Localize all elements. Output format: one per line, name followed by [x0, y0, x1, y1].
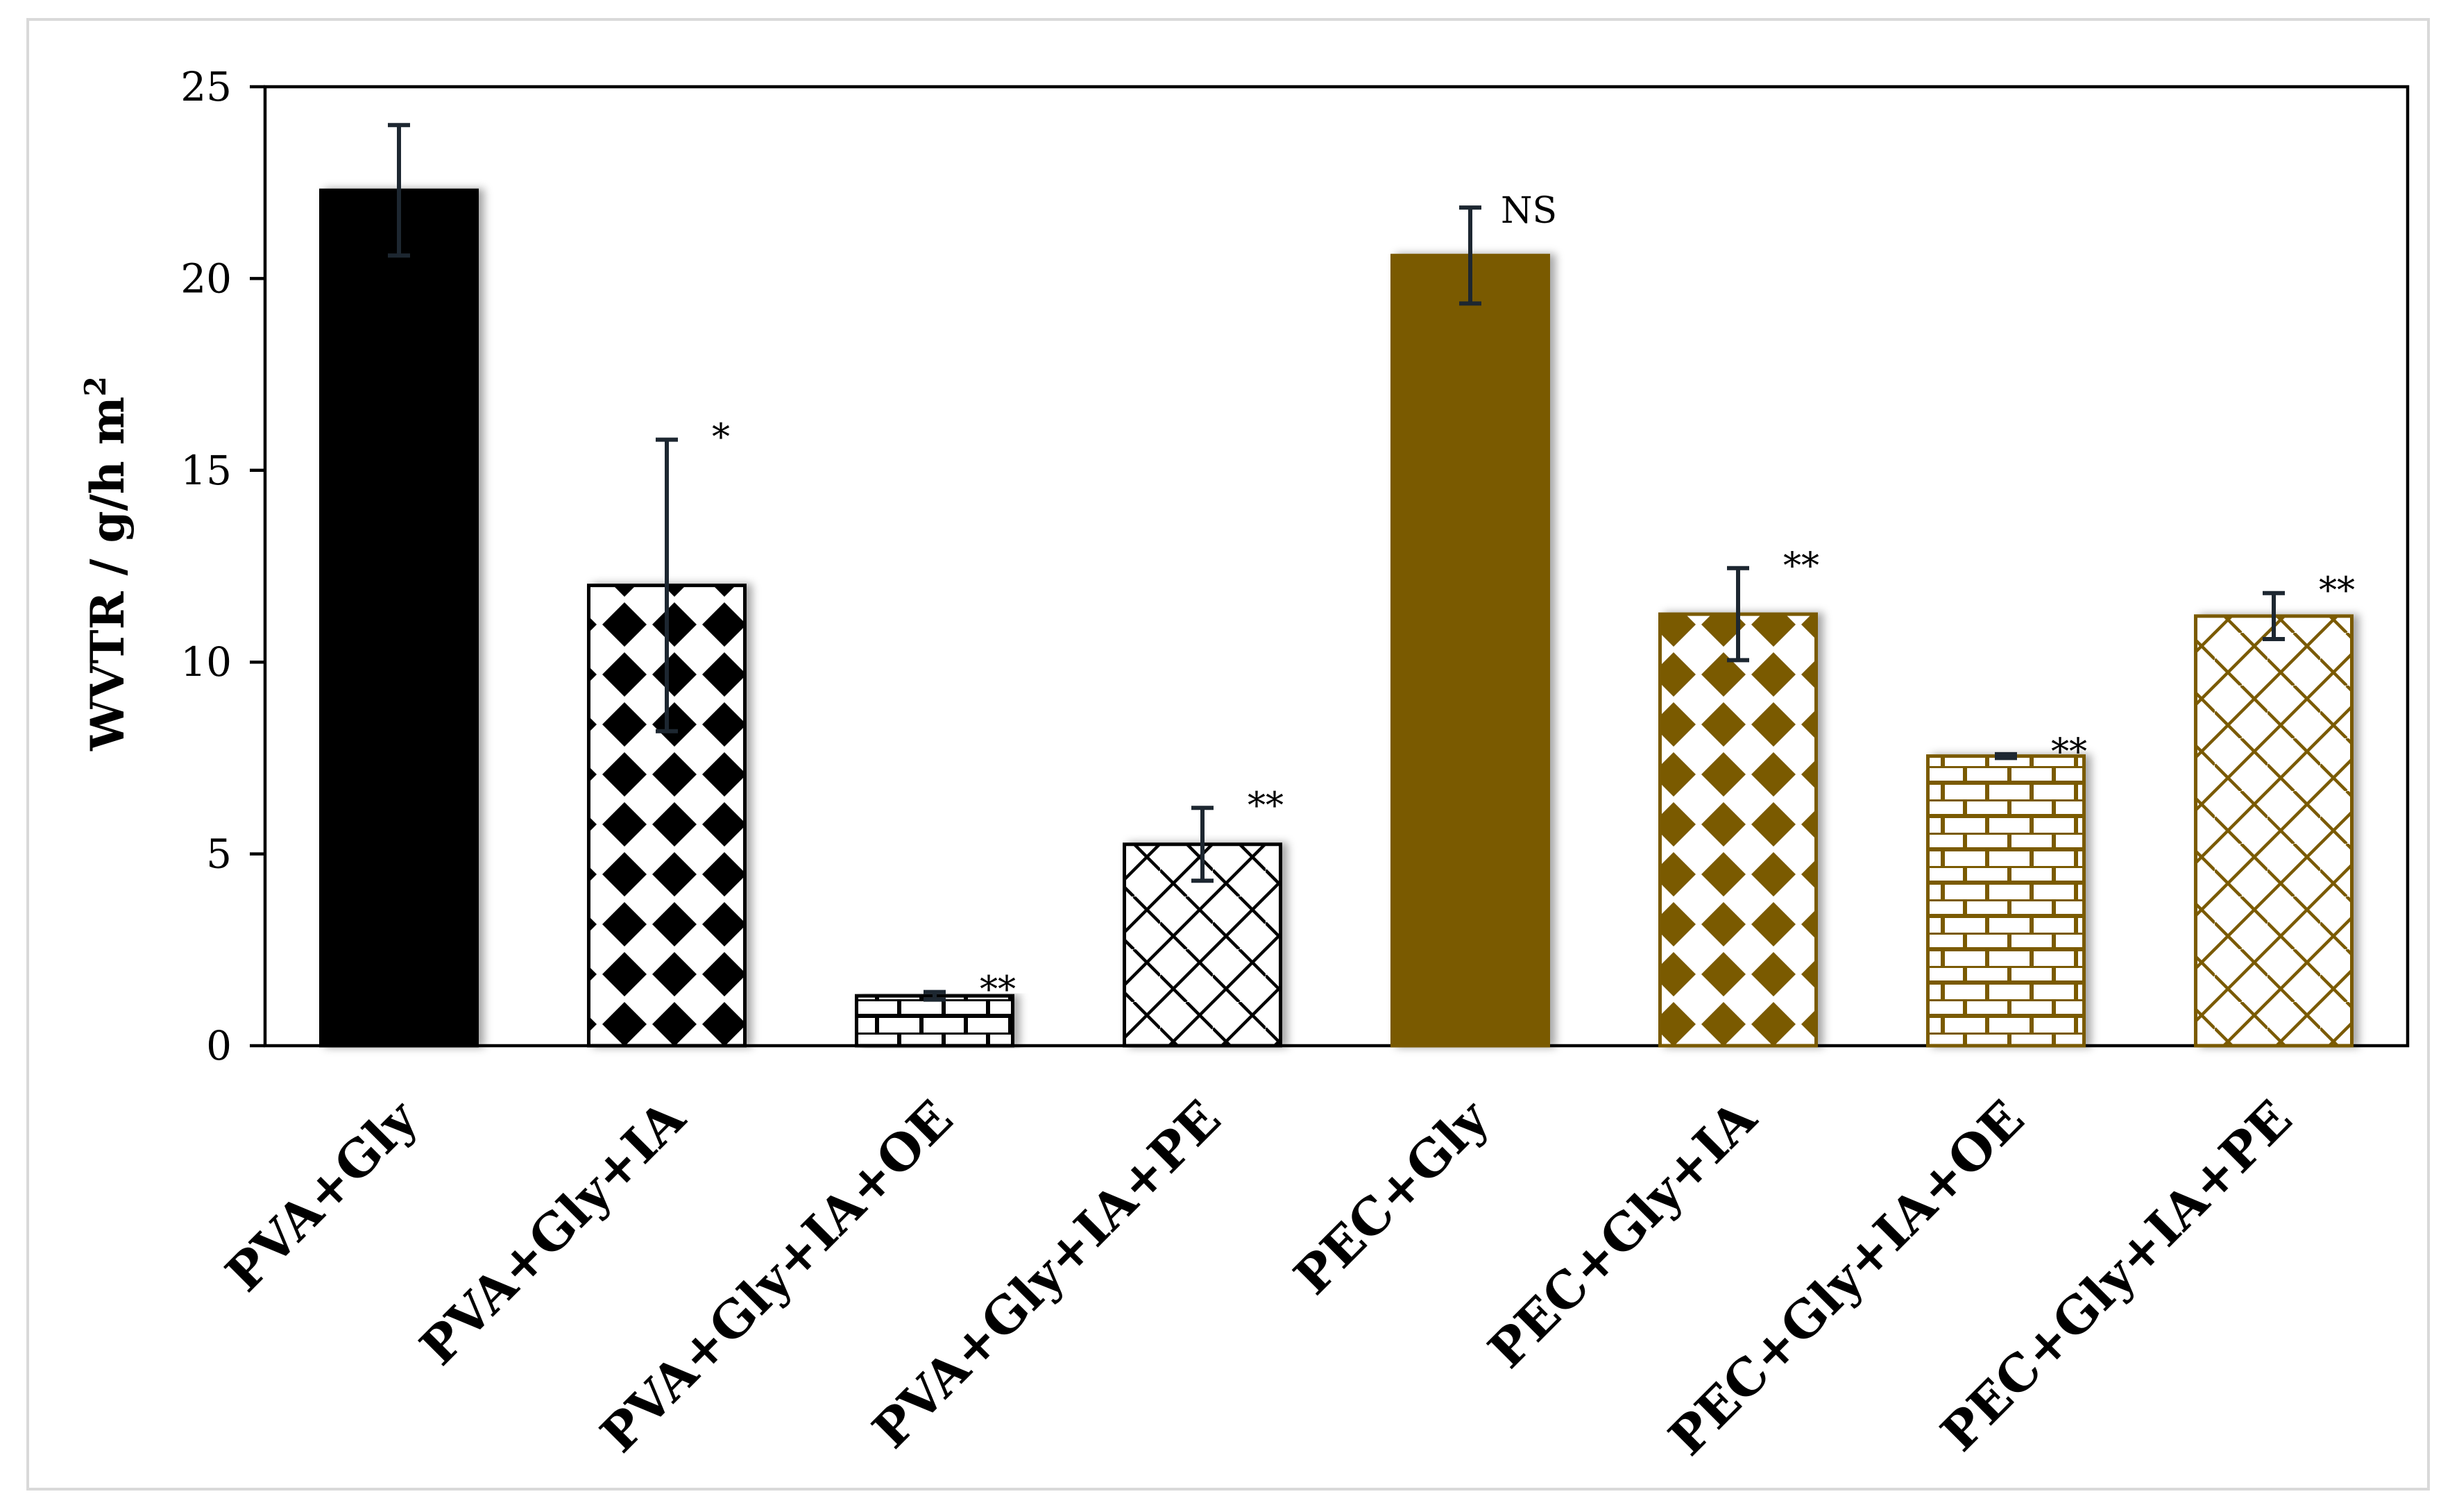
significance-label: * — [712, 417, 730, 459]
plot-area — [263, 85, 2410, 1048]
x-category-label: PVA+Gly — [214, 1087, 429, 1302]
x-category-label: PVA+Gly+IA — [409, 1088, 697, 1376]
significance-label: ** — [1248, 785, 1284, 826]
bar-pec-gly-ia-oe — [1926, 754, 2086, 1048]
error-bars-group — [388, 123, 2285, 1002]
x-category-label: PEC+Gly — [1282, 1087, 1500, 1305]
bar-pec-gly — [1390, 253, 1550, 1048]
significance-label: ** — [980, 969, 1016, 1011]
y-tick-label: 0 — [206, 1022, 232, 1069]
y-axis-title-text: WVTR / g/h m — [80, 396, 135, 751]
y-axis-title: WVTR / g/h m2 — [78, 376, 135, 751]
bar-pva-gly-ia-oe — [855, 994, 1014, 1048]
outer-frame — [26, 18, 2430, 1490]
bar-pec-gly-ia-pe — [2194, 614, 2354, 1048]
y-tick-label: 15 — [180, 447, 232, 494]
significance-label: ** — [2051, 731, 2087, 773]
plot-border — [263, 85, 2410, 1048]
significance-label: ** — [2319, 570, 2355, 612]
x-category-labels-group: PVA+GlyPVA+Gly+IAPVA+Gly+IA+OEPVA+Gly+IA… — [214, 1087, 2303, 1466]
y-tick-label: 25 — [180, 63, 232, 110]
significance-labels-group: *****NS****** — [712, 190, 2355, 1010]
y-tick-label: 5 — [206, 831, 232, 878]
y-tick-label: 10 — [180, 638, 232, 686]
significance-label: ** — [1783, 545, 1819, 587]
x-category-label: PEC+Gly+IA — [1477, 1088, 1768, 1379]
bar-pva-gly-ia-pe — [1123, 842, 1282, 1048]
y-axis: 0 5 10 15 20 25 — [180, 63, 265, 1069]
significance-label: NS — [1501, 190, 1557, 232]
y-tick-label: 20 — [180, 255, 232, 302]
bar-pec-gly-ia — [1658, 612, 1818, 1048]
bar-pva-gly — [319, 188, 479, 1048]
bars-group — [319, 188, 2354, 1048]
y-axis-title-superscript: 2 — [78, 376, 112, 396]
